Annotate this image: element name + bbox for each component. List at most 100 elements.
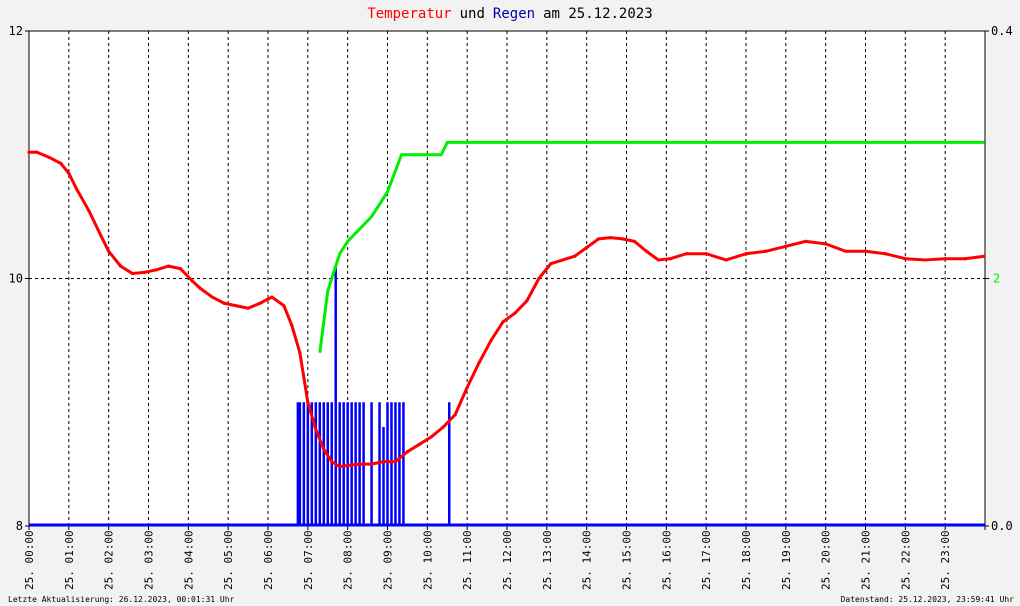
axes	[25, 30, 989, 530]
temperature-point	[234, 304, 238, 308]
temperature-point	[668, 257, 672, 261]
temperature-point	[338, 465, 342, 469]
title-und: und	[460, 6, 485, 22]
temperature-point	[47, 155, 51, 159]
temperature-point	[358, 462, 362, 466]
temperature-point	[684, 252, 688, 256]
temperature-point	[270, 295, 274, 299]
x-tick-label: 25. 13:00	[541, 530, 554, 590]
x-tick-label: 25. 05:00	[222, 530, 235, 590]
temperature-point	[608, 236, 613, 240]
temperature-point	[87, 208, 91, 213]
y-left-tick-label: 10	[9, 272, 23, 286]
temperature-point	[369, 462, 374, 466]
y-left-tick-label: 12	[9, 24, 23, 38]
temperature-point	[804, 239, 808, 243]
temperature-point	[35, 150, 39, 154]
temperature-point	[477, 361, 481, 365]
x-tick-label: 25. 08:00	[342, 530, 355, 590]
footer-last-update: Letzte Aktualisierung: 26.12.2023, 00:01…	[8, 595, 235, 604]
temperature-point	[632, 239, 637, 243]
temperature-point	[561, 258, 565, 262]
temperature-point	[381, 460, 386, 464]
temperature-point	[282, 304, 286, 308]
x-tick-label: 25. 16:00	[660, 530, 673, 590]
temperature-point	[429, 435, 433, 439]
temperature-point	[843, 249, 848, 253]
temperature-point	[644, 249, 649, 253]
y-left-tick-label: 8	[16, 519, 23, 533]
chart-title: Temperatur und Regen am 25.12.2023	[367, 6, 652, 22]
x-tick-label: 25. 11:00	[461, 530, 474, 590]
data-series	[27, 140, 986, 527]
temperature-point	[130, 271, 135, 276]
temperature-point	[330, 460, 334, 464]
x-tick-label: 25. 01:00	[63, 530, 76, 590]
temperature-point	[963, 257, 967, 261]
temperature-point	[883, 252, 888, 256]
temperature-point	[704, 252, 708, 256]
temperature-point	[142, 270, 147, 274]
temperature-point	[154, 268, 159, 272]
temperature-point	[923, 258, 927, 262]
temperature-point	[744, 252, 748, 256]
x-tick-label: 25. 14:00	[581, 530, 594, 590]
title-regen: Regen	[493, 6, 535, 22]
x-tick-label: 25. 12:00	[501, 530, 514, 590]
temperature-point	[107, 249, 111, 253]
temperature-point	[59, 161, 63, 166]
temperature-point	[27, 150, 31, 154]
temperature-point	[501, 320, 505, 324]
temperature-point	[441, 425, 445, 429]
temperature-point	[67, 171, 71, 175]
x-tick-label: 25. 07:00	[302, 530, 315, 590]
temperature-point	[393, 460, 398, 464]
x-tick-label: 25. 15:00	[621, 530, 634, 590]
temperature-point	[119, 264, 123, 268]
temperature-point	[246, 306, 250, 310]
temperature-point	[585, 245, 589, 250]
temperature-point	[863, 249, 868, 253]
temperature-point	[943, 257, 947, 261]
x-tick-label: 25. 21:00	[860, 530, 873, 590]
x-tick-label: 25. 09:00	[382, 530, 395, 590]
temperature-point	[99, 233, 103, 237]
temperature-point	[75, 187, 79, 191]
x-tick-label: 25. 20:00	[820, 530, 833, 590]
temperature-point	[784, 244, 788, 248]
temperature-point	[306, 400, 310, 404]
temperature-point	[290, 323, 294, 328]
temperature-point	[764, 249, 768, 253]
temperature-point	[222, 301, 226, 305]
title-temperature: Temperatur	[367, 6, 451, 22]
x-tick-label: 25. 22:00	[899, 530, 912, 590]
x-tick-label: 25. 03:00	[143, 530, 156, 590]
footer-data-status: Datenstand: 25.12.2023, 23:59:41 Uhr	[841, 595, 1015, 604]
x-tick-label: 25. 23:00	[939, 530, 952, 590]
x-tick-label: 25. 18:00	[740, 530, 753, 590]
y-right-tick-label: 0.0	[991, 519, 1013, 533]
temperature-point	[549, 262, 553, 266]
rain-cumulative-line	[318, 140, 985, 353]
x-tick-label: 25. 00:00	[23, 530, 36, 590]
temperature-point	[198, 286, 202, 290]
temperature-point	[620, 237, 625, 241]
temperature-point	[190, 279, 194, 283]
x-tick-label: 25. 02:00	[103, 530, 116, 590]
temperature-point	[489, 338, 493, 342]
y-right-inner-tick-label: 2	[993, 272, 1000, 286]
temperature-point	[166, 264, 171, 268]
temperature-point	[573, 254, 577, 258]
temperature-point	[656, 258, 660, 262]
temperature-point	[465, 385, 469, 389]
temperature-point	[513, 311, 517, 315]
temperature-point	[982, 254, 986, 258]
x-tick-label: 25. 06:00	[262, 530, 275, 590]
temperature-point	[417, 442, 421, 446]
title-date: am 25.12.2023	[543, 6, 653, 22]
y-right-tick-label: 0.4	[991, 24, 1013, 38]
tick-labels: 25. 00:00 25. 01:00 25. 02:00 25. 03:00 25. …	[9, 24, 1013, 590]
temperature-point	[453, 413, 457, 417]
temperature-point	[210, 295, 214, 299]
